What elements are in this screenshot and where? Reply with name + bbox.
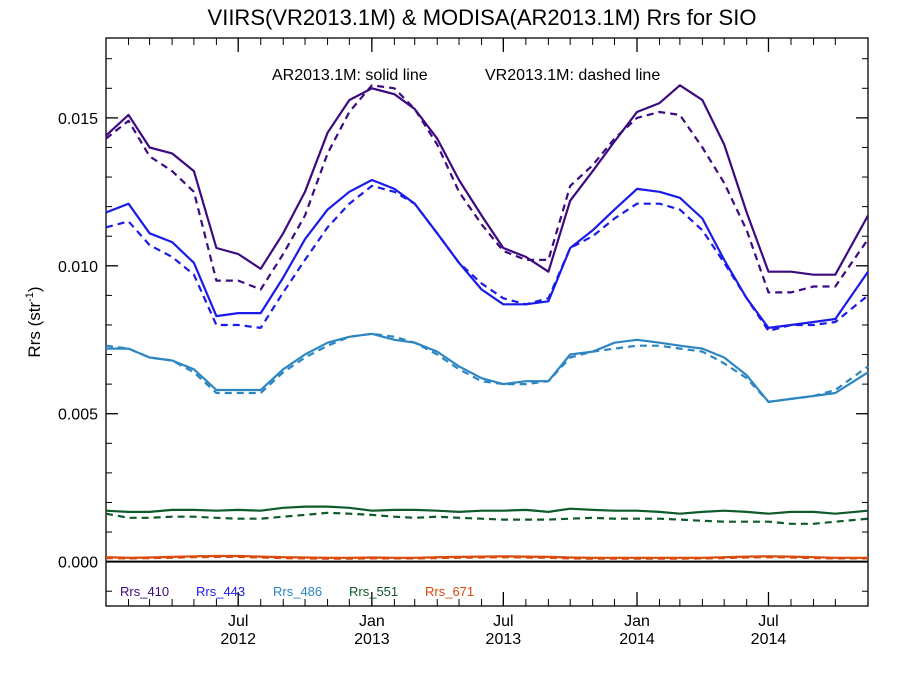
plot-frame <box>105 37 869 607</box>
x-tick-label-month: Jul <box>228 613 248 630</box>
y-axis-title: Rrs (str-1) <box>24 286 44 357</box>
series-line-rrs-486-solid <box>106 332 869 403</box>
y-axis-title-sup: -1 <box>24 292 36 302</box>
y-axis: 0.000 0.005 0.010 0.015 <box>58 58 868 592</box>
y-tick-label: 0.010 <box>58 259 98 276</box>
x-tick-label-year: 2012 <box>220 631 256 648</box>
x-tick-label-year: 2013 <box>486 631 522 648</box>
series-line-rrs-410-solid <box>105 84 869 276</box>
legend-item-rrs-486: Rrs_486 <box>273 584 322 599</box>
legend-item-rrs-671: Rrs_671 <box>425 584 474 599</box>
series-line-rrs-671-dashed <box>105 555 868 560</box>
x-tick-label-year: 2014 <box>751 631 787 648</box>
y-axis-title-end: ) <box>25 286 44 292</box>
chart-title: VIIRS(VR2013.1M) & MODISA(AR2013.1M) Rrs… <box>208 5 757 30</box>
series-line-rrs-486-dashed <box>105 332 869 403</box>
legend-item-rrs-551: Rrs_551 <box>349 584 398 599</box>
y-axis-title-base: Rrs (str <box>25 302 44 358</box>
series-line-rrs-443-dashed <box>105 184 869 332</box>
plot-area <box>105 37 869 607</box>
y-tick-label: 0.005 <box>58 407 98 424</box>
series-line-rrs-551-solid <box>105 505 869 515</box>
x-tick-label-year: 2014 <box>619 631 655 648</box>
x-tick-label-year: 2013 <box>354 631 390 648</box>
series-line-rrs-443-solid <box>105 178 869 329</box>
series-line-rrs-410-dashed <box>105 84 869 294</box>
legend: Rrs_410 Rrs_443 Rrs_486 Rrs_551 Rrs_671 <box>120 584 474 599</box>
y-tick-label: 0.015 <box>58 111 98 128</box>
dashed-line-annotation: VR2013.1M: dashed line <box>485 67 660 84</box>
x-tick-label-month: Jul <box>758 613 778 630</box>
solid-line-annotation: AR2013.1M: solid line <box>272 67 428 84</box>
legend-item-rrs-443: Rrs_443 <box>196 584 245 599</box>
series-layer <box>105 84 869 560</box>
x-tick-label-month: Jul <box>493 613 513 630</box>
x-tick-label-month: Jan <box>624 613 650 630</box>
y-tick-label: 0.000 <box>58 555 98 572</box>
legend-item-rrs-410: Rrs_410 <box>120 584 169 599</box>
series-line-rrs-551-dashed <box>105 511 869 525</box>
x-tick-label-month: Jan <box>359 613 385 630</box>
